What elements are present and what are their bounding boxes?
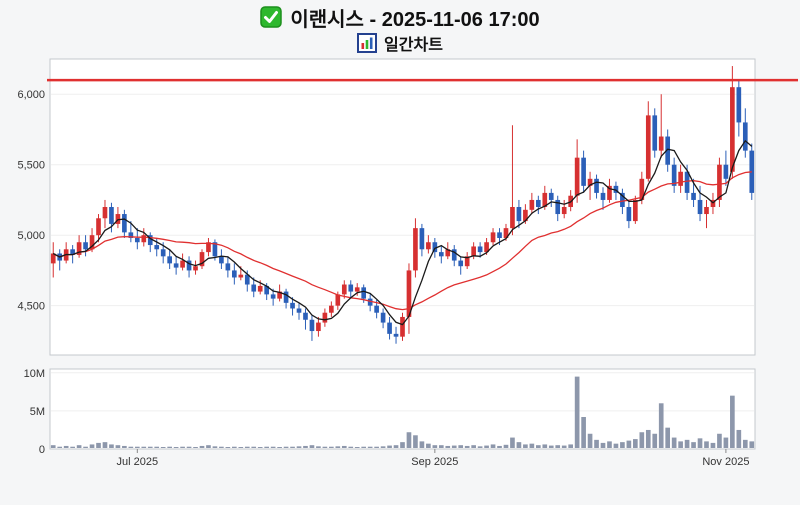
svg-text:6,000: 6,000	[17, 89, 45, 101]
svg-text:5M: 5M	[30, 406, 45, 418]
bar-chart-icon	[357, 33, 378, 53]
subtitle-row: 일간차트	[0, 31, 800, 55]
svg-text:Nov 2025: Nov 2025	[702, 456, 749, 468]
svg-text:10M: 10M	[24, 368, 45, 380]
svg-text:Jul 2025: Jul 2025	[117, 456, 159, 468]
price-volume-chart: 6,000 5,500 5,000 4,500 10M 5M 0 Jul 2025 Sep 20…	[17, 58, 798, 468]
svg-text:Sep 2025: Sep 2025	[411, 456, 458, 468]
svg-text:5,000: 5,000	[17, 230, 45, 242]
chart-area: 6,000 5,500 5,000 4,500 10M 5M 0 Jul 2025 Sep 20…	[0, 55, 800, 500]
title-row: 이랜시스 - 2025-11-06 17:00	[0, 3, 800, 31]
chart-header: 이랜시스 - 2025-11-06 17:00 일간차트	[0, 0, 800, 55]
chart-title: 이랜시스 - 2025-11-06 17:00	[290, 8, 540, 31]
chart-subtitle: 일간차트	[384, 37, 443, 54]
svg-text:5,500: 5,500	[17, 160, 45, 172]
svg-text:0: 0	[39, 444, 45, 456]
svg-text:4,500: 4,500	[17, 301, 45, 313]
checkbox-icon[interactable]	[260, 6, 283, 28]
